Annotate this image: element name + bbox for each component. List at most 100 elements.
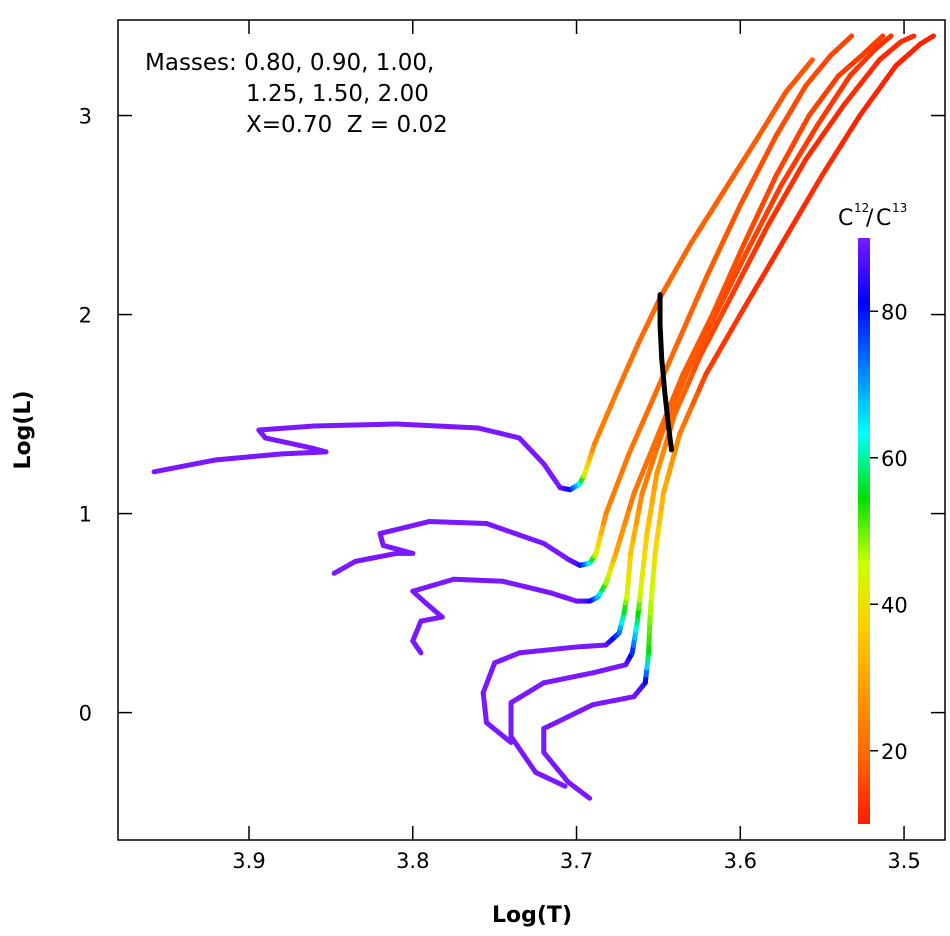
annotation-line-3: X=0.70 Z = 0.02 [246, 112, 448, 138]
track-segment [788, 207, 805, 230]
x-tick-label: 3.5 [887, 849, 920, 873]
track-segment [654, 456, 664, 477]
track-segment [630, 521, 639, 541]
track-segment [628, 535, 636, 556]
track-segment [672, 396, 684, 417]
track-segment [687, 341, 701, 362]
y-axis-label: Log(L) [11, 390, 36, 469]
track-segment [778, 224, 794, 248]
track-segment [778, 167, 793, 188]
colorbar [858, 238, 870, 824]
track-segment [790, 127, 804, 148]
track-segment [683, 401, 696, 422]
track-segment [393, 421, 420, 428]
track-segment [843, 33, 855, 44]
track-segment [714, 307, 727, 328]
track-segment [639, 476, 650, 497]
track-segment [691, 287, 704, 308]
track-segment [633, 506, 642, 527]
track-segment [632, 421, 645, 442]
track-segment [741, 224, 755, 248]
track-segment [713, 297, 726, 318]
track-segment [729, 162, 743, 181]
track-segment [654, 431, 665, 452]
track-segment [636, 491, 645, 512]
track-segment [713, 188, 727, 207]
colorbar-tick-label: 20 [881, 740, 908, 764]
track-segment [784, 173, 799, 195]
track-segment [637, 575, 645, 596]
track-segment [729, 202, 743, 226]
track-segment [725, 259, 739, 283]
track-segment [698, 326, 711, 347]
track-segment [696, 371, 709, 392]
track-segment [908, 33, 917, 40]
track-segment [649, 431, 661, 452]
track-segment [498, 526, 518, 536]
x-axis-label: Log(T) [492, 903, 572, 928]
colorbar-title-c2: C [876, 206, 891, 231]
track-segment [847, 113, 863, 133]
track-segment [874, 33, 886, 44]
track-segment [712, 341, 726, 362]
annotation-line-1: Masses: 0.80, 0.90, 1.00, [145, 50, 434, 76]
track-segment [765, 172, 779, 196]
track-segment [765, 206, 781, 228]
track-segment [167, 463, 188, 472]
track-segment [819, 157, 835, 178]
track-segment [643, 446, 655, 467]
track-segment [796, 137, 811, 158]
track-1 [331, 33, 855, 576]
evolution-tracks [151, 33, 937, 801]
track-segment [703, 356, 718, 377]
colorbar-title-c1: C [838, 206, 853, 231]
track-segment [748, 277, 764, 300]
track-segment [793, 156, 809, 179]
track-segment [735, 252, 748, 273]
track-segment [782, 142, 796, 163]
y-tick-label: 3 [79, 105, 92, 129]
track-segment [758, 259, 774, 283]
x-tick-label: 3.6 [724, 849, 757, 873]
track-segment [737, 185, 752, 208]
track-segment [717, 277, 731, 300]
track-segment [857, 100, 872, 119]
track-segment [639, 560, 647, 581]
track-segment [698, 272, 711, 293]
track-segment [678, 317, 691, 337]
track-segment [603, 496, 615, 517]
track-segment [749, 207, 763, 230]
track-segment [685, 366, 697, 387]
track-segment [756, 222, 771, 245]
y-tick-label: 1 [79, 503, 92, 527]
track-segment [652, 535, 660, 556]
x-tick-label: 3.7 [560, 849, 593, 873]
track-segment [688, 227, 702, 246]
track-segment [729, 274, 744, 298]
track-4 [508, 33, 917, 789]
track-segment [721, 175, 735, 194]
track-segment [720, 326, 735, 347]
track-segment [182, 460, 204, 469]
track-segment [198, 457, 219, 466]
track-segment [866, 88, 881, 106]
track-segment [829, 142, 844, 163]
black-marker-path [657, 292, 675, 453]
track-segment [729, 312, 743, 332]
track-segment [656, 506, 664, 527]
track-segment [696, 214, 711, 233]
track-segment [691, 351, 704, 372]
track-segment [649, 486, 657, 507]
y-tick-label: 0 [79, 702, 92, 726]
track-segment [787, 152, 802, 173]
track-segment [434, 423, 461, 430]
black-marker-line [657, 292, 675, 453]
track-segment [246, 452, 268, 460]
track-segment [230, 454, 252, 461]
track-segment [805, 122, 820, 143]
track-segment [617, 521, 628, 541]
track-segment [760, 200, 775, 223]
track-segment [706, 322, 720, 342]
track-segment [737, 149, 751, 168]
